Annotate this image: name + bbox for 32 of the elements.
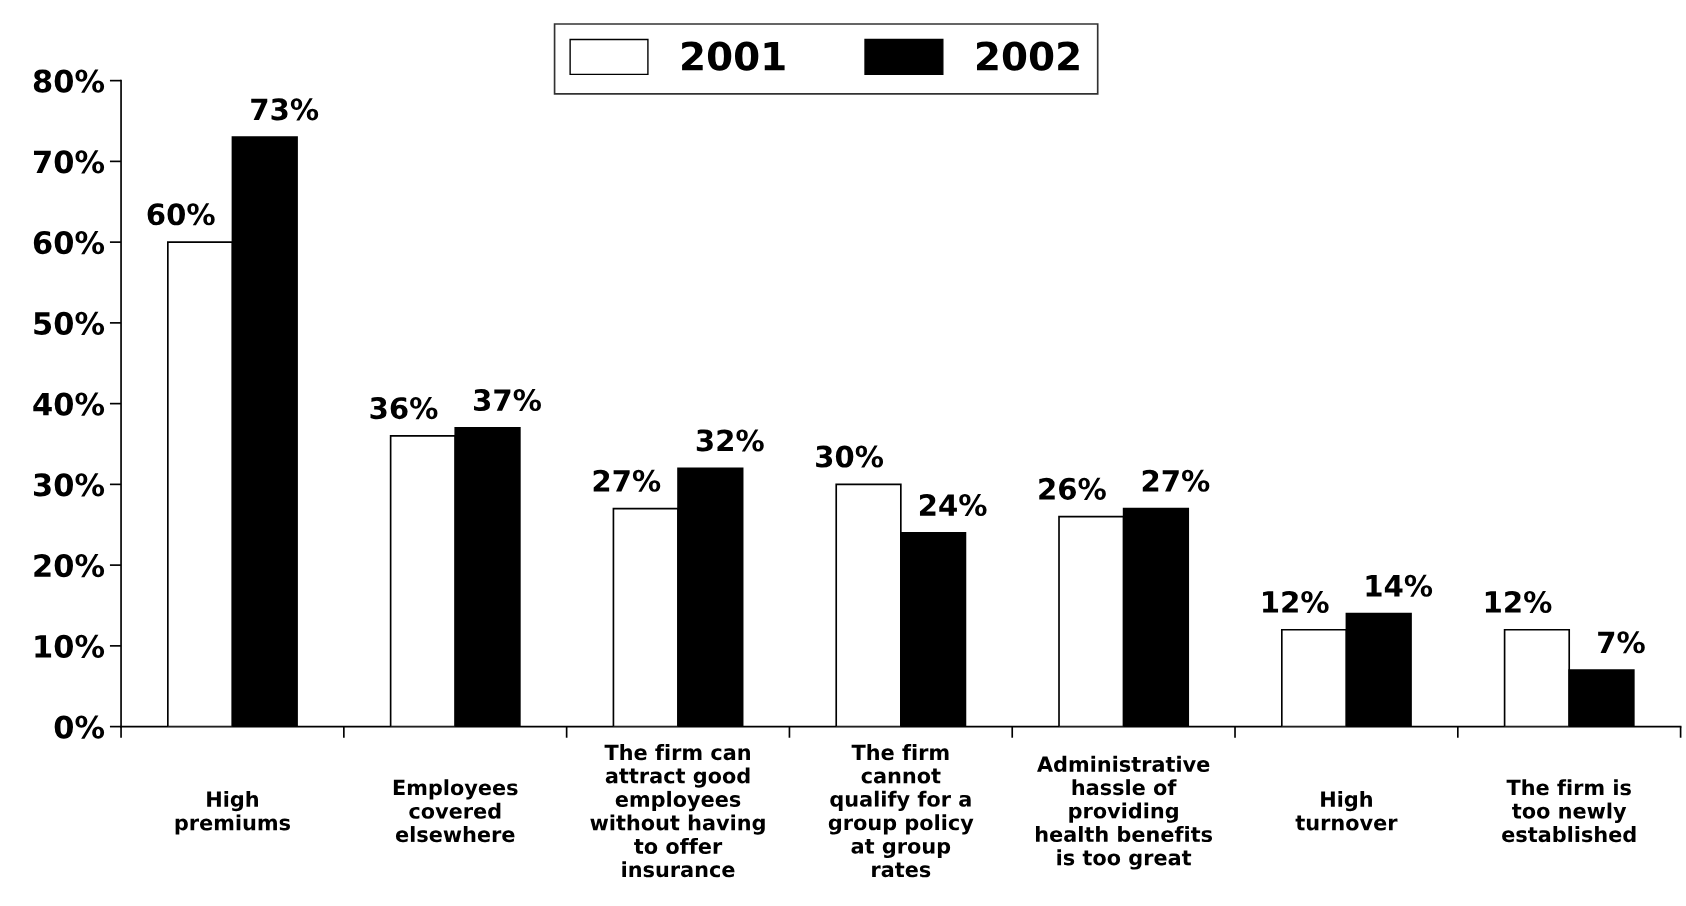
data-label: 14% (1366, 574, 1433, 597)
data-label: 32% (696, 429, 764, 452)
data-label: 26% (1039, 477, 1106, 500)
data-label: 27% (1142, 469, 1210, 492)
y-tick-label: 30% (33, 473, 105, 497)
y-tick-label: 20% (34, 554, 105, 578)
data-label: 12% (1263, 590, 1329, 613)
legend-label: 2002 (976, 41, 1079, 71)
data-label: 30% (816, 445, 884, 468)
y-tick-label: 0% (54, 715, 105, 739)
y-tick-label: 60% (33, 231, 105, 255)
data-label: 60% (147, 203, 215, 226)
y-tick-label: 50% (34, 311, 105, 335)
y-tick-label: 10% (35, 634, 105, 658)
x-tick-label: High premiums (175, 790, 291, 835)
y-tick-label: 40% (33, 392, 105, 416)
data-label: 73% (251, 98, 319, 121)
data-label: 27% (593, 469, 661, 492)
x-tick-label: High turnover (1295, 790, 1398, 831)
x-tick-label: The firm can attract good employees without having to offer insurance (590, 744, 765, 878)
data-label: 37% (474, 389, 541, 412)
data-label: 12% (1485, 590, 1552, 613)
data-label: 7% (1598, 631, 1645, 654)
y-tick-label: 80% (33, 69, 105, 93)
data-label: 24% (919, 493, 987, 517)
y-tick-label: 70% (33, 150, 105, 174)
legend-label: 2001 (682, 41, 785, 71)
x-tick-label: The firm is too newly established (1502, 779, 1636, 843)
x-tick-label: Administrative hassle of providing health benefits is too great (1035, 755, 1213, 870)
x-tick-label: The firm cannot qualify for a group policy at group rates (828, 744, 974, 878)
data-label: 36% (370, 397, 438, 420)
x-tick-label: Employees covered elsewhere (393, 779, 518, 843)
